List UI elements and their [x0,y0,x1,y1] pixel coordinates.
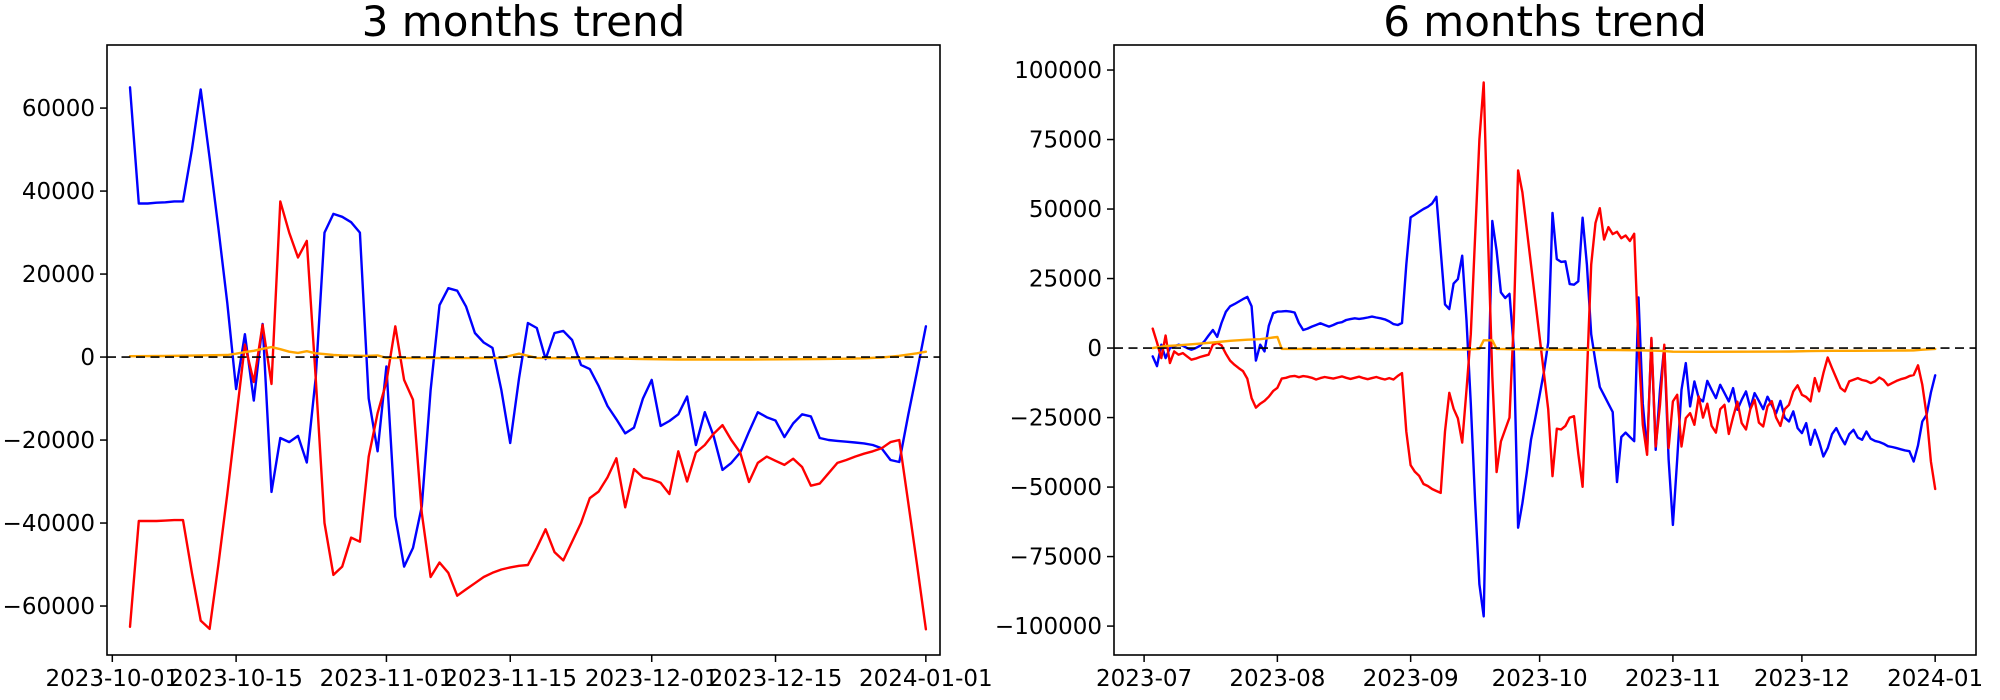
y-tick-label: −40000 [3,511,95,537]
y-tick-label: 40000 [22,179,95,205]
x-tick-label: 2024-01-01 [859,666,993,692]
x-tick-label: 2023-07 [1096,666,1192,692]
y-tick-label: 60000 [22,96,95,122]
y-tick-label: 20000 [22,262,95,288]
red-line [128,200,928,631]
y-tick-label: 75000 [1029,128,1102,154]
y-tick-label: −100000 [995,614,1102,640]
x-tick-label: 2023-08 [1229,666,1325,692]
x-tick-label: 2023-09 [1363,666,1459,692]
x-tick-label: 2023-10-01 [45,666,179,692]
chart-title-6-months: 6 months trend [1383,0,1707,46]
x-tick-label: 2023-12 [1754,666,1850,692]
y-tick-label: 50000 [1029,197,1102,223]
x-tick-label: 2023-11 [1625,666,1721,692]
x-tick-label: 2023-12-15 [709,666,843,692]
y-tick-label: 100000 [1014,58,1102,84]
chart-3-months-trend: 60000 40000 20000 0 −20000 −40000 −60000 2023-1… [3,44,993,692]
chart-title-3-months: 3 months trend [361,0,686,46]
chart-6-months-trend: 100000 75000 50000 25000 0 −25000 −50000 −75000… [995,44,1983,692]
x-tick-label: 2023-10-15 [169,666,303,692]
x-tick-label: 2023-12-01 [585,666,719,692]
y-tick-label: 0 [1087,336,1102,362]
red-line [1151,81,1937,495]
y-tick-label: −20000 [3,428,95,454]
y-tick-label: 0 [80,345,95,371]
orange-line [1151,335,1937,353]
y-tick-label: −75000 [1010,545,1102,571]
blue-line [128,86,928,568]
y-tick-label: −50000 [1010,475,1102,501]
x-tick-label: 2024-01 [1887,666,1983,692]
x-tick-label: 2023-11-15 [443,666,577,692]
y-tick-label: −25000 [1010,406,1102,432]
plot-border [106,44,941,656]
plot-border [1113,44,1977,656]
y-tick-label: 25000 [1029,267,1102,293]
x-tick-label: 2023-11-01 [320,666,454,692]
blue-line [1151,195,1937,618]
y-tick-label: −60000 [3,594,95,620]
x-tick-label: 2023-10 [1492,666,1588,692]
